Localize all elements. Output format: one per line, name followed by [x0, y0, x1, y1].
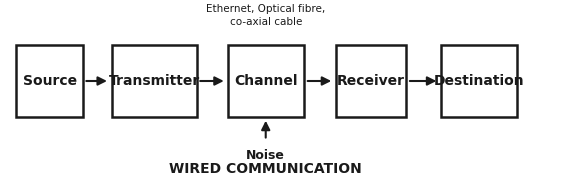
Bar: [112, 45, 197, 117]
Bar: [441, 45, 517, 117]
Bar: [336, 45, 406, 117]
Bar: [16, 45, 84, 117]
Bar: [228, 45, 304, 117]
Text: Channel: Channel: [234, 74, 297, 88]
Text: Source: Source: [23, 74, 77, 88]
Text: Destination: Destination: [433, 74, 524, 88]
Text: Ethernet, Optical fibre,
co-axial cable: Ethernet, Optical fibre, co-axial cable: [206, 4, 325, 27]
Text: Receiver: Receiver: [337, 74, 405, 88]
Text: WIRED COMMUNICATION: WIRED COMMUNICATION: [169, 162, 362, 176]
Text: Transmitter: Transmitter: [109, 74, 200, 88]
Text: Noise: Noise: [246, 149, 285, 162]
